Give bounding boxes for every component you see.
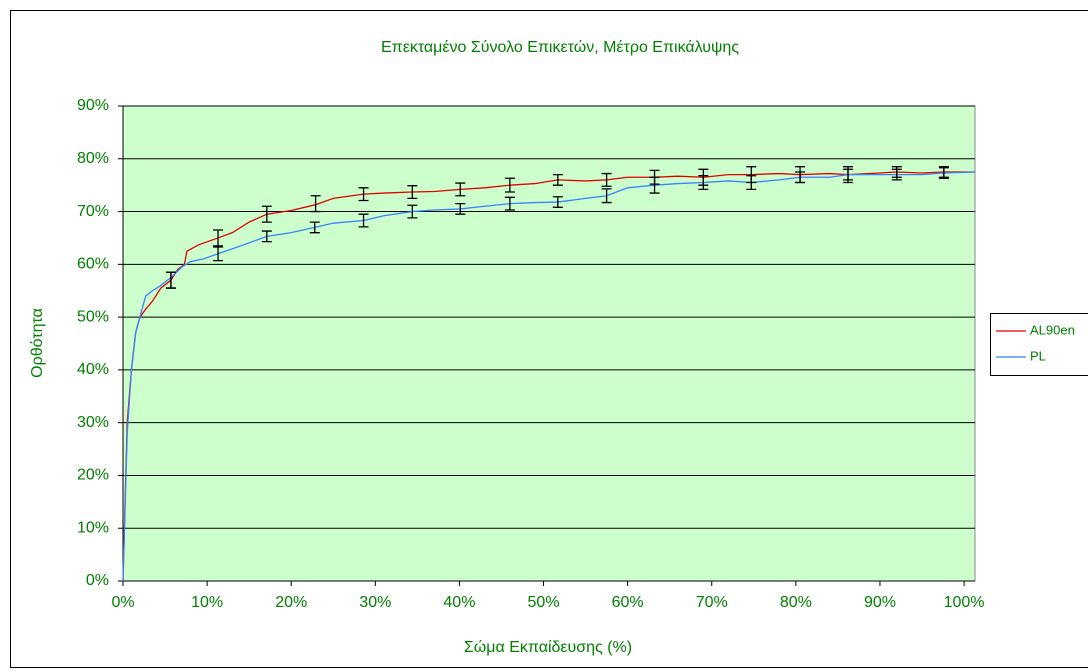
y-tick-label: 10% <box>77 519 109 536</box>
legend-box <box>990 313 1088 376</box>
error-bar <box>601 172 612 187</box>
error-bar <box>455 202 466 215</box>
error-bar <box>698 175 709 191</box>
error-bar <box>552 173 563 186</box>
y-tick-label: 60% <box>77 256 109 273</box>
series-line <box>122 171 976 582</box>
error-bar <box>842 168 853 181</box>
x-tick-label: 100% <box>944 594 985 611</box>
legend-label: AL90en <box>1030 322 1075 337</box>
error-bar <box>407 204 418 219</box>
x-tick-label: 30% <box>359 594 391 611</box>
x-tick-label: 20% <box>275 594 307 611</box>
x-tick-label: 80% <box>780 594 812 611</box>
y-tick-label: 50% <box>77 308 109 325</box>
y-tick-label: 20% <box>77 467 109 484</box>
error-bar <box>261 205 272 223</box>
x-tick-label: 60% <box>612 594 644 611</box>
x-tick-label: 0% <box>111 594 134 611</box>
error-bar <box>746 175 757 191</box>
y-tick-label: 80% <box>77 150 109 167</box>
plot-area <box>122 105 976 582</box>
error-bar <box>358 213 369 228</box>
y-tick-label: 40% <box>77 361 109 378</box>
error-bar <box>165 271 176 289</box>
y-tick-label: 70% <box>77 203 109 220</box>
x-tick-label: 90% <box>864 594 896 611</box>
y-tick-label: 30% <box>77 414 109 431</box>
error-bar <box>455 182 466 197</box>
error-bar <box>891 168 902 181</box>
x-axis-label: Σώμα Εκπαίδευσης (%) <box>464 639 632 656</box>
x-tick-label: 10% <box>191 594 223 611</box>
error-bar <box>261 230 272 243</box>
error-bar <box>649 176 660 194</box>
error-bar <box>552 196 563 208</box>
error-bar <box>310 195 321 213</box>
error-bar <box>407 185 418 200</box>
y-axis-label: Ορθότητα <box>29 308 46 378</box>
legend-label: PL <box>1030 348 1046 363</box>
error-bar <box>213 229 224 247</box>
error-bar <box>938 167 949 179</box>
error-bar <box>504 196 515 211</box>
x-tick-label: 40% <box>443 594 475 611</box>
x-tick-label: 50% <box>528 594 560 611</box>
x-tick-label: 70% <box>696 594 728 611</box>
error-bar <box>601 188 612 204</box>
error-bar <box>213 246 224 262</box>
y-tick-label: 90% <box>77 97 109 114</box>
series-line <box>122 171 975 582</box>
chart-title: Επεκταμένο Σύνολο Επικετών, Μέτρο Επικάλ… <box>381 39 739 56</box>
error-bar <box>358 187 369 202</box>
error-bar <box>309 221 320 234</box>
error-bar <box>504 177 515 193</box>
y-tick-label: 0% <box>86 572 109 589</box>
error-bar <box>795 171 806 184</box>
